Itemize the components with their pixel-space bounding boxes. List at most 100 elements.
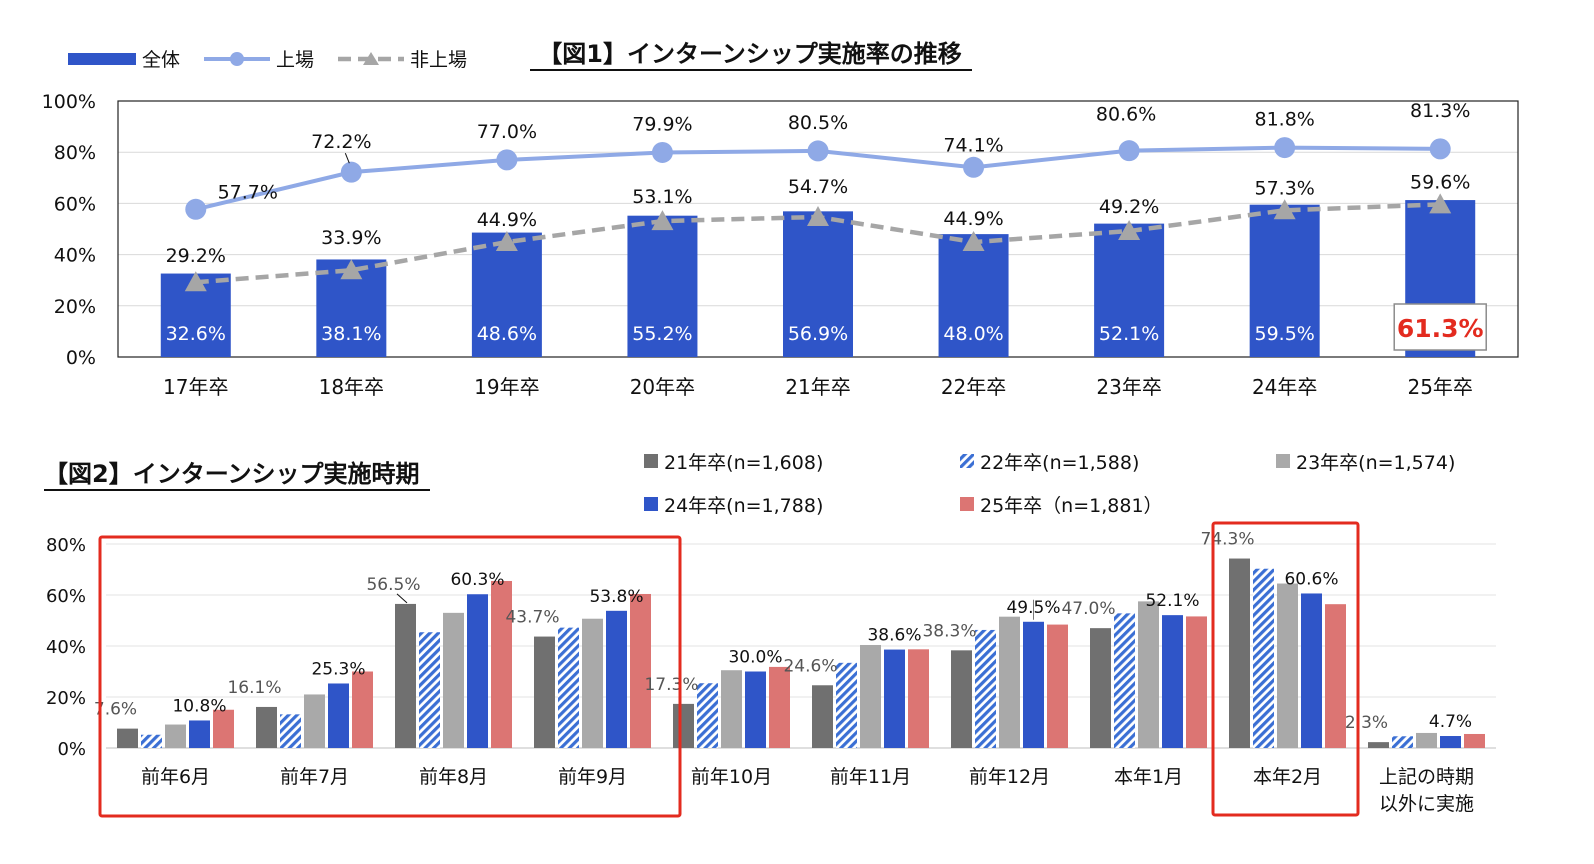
chart1-point-unlisted — [651, 210, 674, 231]
chart1-point-unlisted — [1118, 220, 1141, 241]
chart2-x-tick-label: 本年1月 — [1114, 766, 1183, 788]
chart2-bar — [328, 683, 349, 748]
chart1-y-tick-label: 20% — [54, 296, 96, 318]
chart1-x-tick-label: 20年卒 — [630, 375, 695, 399]
chart1-line-label-listed: 72.2% — [311, 131, 371, 153]
chart2-y-tick-label: 20% — [46, 688, 86, 709]
chart1-y-tick-label: 100% — [42, 91, 96, 113]
chart2-bar — [304, 694, 325, 748]
chart2-bar — [1416, 732, 1437, 748]
chart1-line-label-listed: 74.1% — [943, 134, 1003, 156]
chart1-x-tick-label: 17年卒 — [163, 375, 228, 399]
chart2-bar — [860, 644, 881, 748]
chart1-y-tick-label: 40% — [54, 245, 96, 267]
chart2-data-label: 60.6% — [1284, 569, 1338, 589]
chart1-point-unlisted — [962, 231, 985, 252]
chart1-legend-label: 非上場 — [410, 49, 467, 71]
chart1-legend: 全体 上場 非上場 — [68, 49, 467, 71]
chart2-bar — [419, 632, 440, 748]
chart2-bar — [534, 636, 555, 748]
chart2-bar — [1392, 736, 1413, 748]
chart2-bar — [1114, 613, 1135, 748]
chart1-line-label-unlisted: 44.9% — [943, 208, 1003, 230]
chart2-bar — [1186, 616, 1207, 748]
chart2-x-tick-label: 前年9月 — [558, 766, 627, 788]
chart2-bar — [256, 706, 277, 748]
chart2-x-tick-label: 前年7月 — [280, 766, 349, 788]
chart2-x-tick-label: 前年11月 — [830, 766, 911, 788]
chart2-bar — [812, 685, 833, 748]
chart2-legend-swatch — [960, 454, 974, 468]
chart2-data-label: 10.8% — [172, 696, 226, 716]
chart1-bar — [627, 215, 698, 357]
chart1-line-label-unlisted: 57.3% — [1254, 177, 1314, 199]
chart2-legend-label: 22年卒(n=1,588) — [980, 452, 1139, 474]
chart2-bar — [189, 720, 210, 748]
chart1-x-tick-label: 19年卒 — [474, 375, 539, 399]
chart1-legend-label: 上場 — [276, 49, 314, 71]
chart1-bar — [938, 234, 1009, 357]
chart2-legend-swatch — [960, 497, 974, 511]
chart2-y-tick-label: 80% — [46, 535, 86, 556]
chart1-highlight-box — [1393, 303, 1487, 351]
chart2-data-label: 38.3% — [922, 621, 976, 641]
chart1-bar-label: 55.2% — [632, 323, 692, 345]
chart1-legend-label: 全体 — [142, 49, 180, 71]
chart1-x-tick-label: 22年卒 — [941, 375, 1006, 399]
chart1-x-tick-label: 25年卒 — [1407, 375, 1472, 399]
chart1-point-listed — [963, 156, 985, 178]
chart2-data-label: 30.0% — [728, 648, 782, 668]
chart1-y-tick-label: 0% — [66, 347, 96, 369]
chart1-title: 【図1】インターンシップ実施率の推移 — [538, 40, 962, 68]
chart2-bar — [745, 671, 766, 748]
chart2-x-tick-label: 前年12月 — [969, 766, 1050, 788]
chart2-bar — [1464, 733, 1485, 748]
chart1-lines — [184, 137, 1452, 292]
chart2-bar — [721, 670, 742, 748]
chart1-bar-label: 56.9% — [788, 323, 848, 345]
chart2-bar — [908, 649, 929, 748]
chart2-data-label: 47.0% — [1061, 599, 1115, 619]
chart1-point-unlisted — [1429, 193, 1452, 214]
chart-implementation-timing: 【図2】インターンシップ実施時期 21年卒(n=1,608) 22年卒(n=1,5… — [44, 452, 1496, 818]
chart1-leader-line — [344, 152, 350, 164]
chart1-point-unlisted — [184, 271, 207, 292]
chart2-bar — [673, 703, 694, 748]
chart1-line-label-listed: 80.5% — [788, 112, 848, 134]
chart1-data-labels: 32.6% 38.1% 48.6% 55.2% 56.9% 48.0% 52.1% 59.5%… — [166, 100, 1487, 351]
chart1-point-unlisted — [1273, 199, 1296, 220]
chart2-data-label: 24.6% — [783, 656, 837, 676]
chart1-line-label-listed: 81.8% — [1254, 109, 1314, 131]
chart2-bar — [141, 734, 162, 748]
chart2-bar — [558, 627, 579, 748]
chart2-x-axis: 前年6月 前年7月 前年8月 前年9月 前年10月 前年11月 前年12月 本年1月 本年2月 上… — [141, 766, 1474, 815]
chart1-legend-marker-unlisted — [363, 52, 379, 65]
chart2-y-tick-label: 60% — [46, 586, 86, 607]
chart1-point-listed — [1274, 137, 1296, 159]
chart1-point-listed — [807, 140, 829, 162]
chart2-legend: 21年卒(n=1,608) 22年卒(n=1,588) 23年卒(n=1,574) 2… — [644, 452, 1455, 517]
chart1-bar-label: 52.1% — [1099, 323, 1159, 345]
chart1-y-tick-label: 80% — [54, 142, 96, 164]
chart1-line-label-unlisted: 29.2% — [166, 245, 226, 267]
chart2-bar — [582, 618, 603, 748]
chart1-point-listed — [651, 141, 673, 163]
chart2-legend-swatch — [644, 454, 658, 468]
chart2-bar — [1047, 624, 1068, 748]
chart-implementation-rate: 【図1】インターンシップ実施率の推移 全体 上場 非上場 0% 20% 40% 60% 80… — [42, 40, 1519, 399]
chart2-x-tick-label: 以外に実施 — [1379, 793, 1474, 815]
chart2-bar — [1162, 615, 1183, 748]
chart1-x-axis: 17年卒 18年卒 19年卒 20年卒 21年卒 22年卒 23年卒 24年卒 25年卒 — [163, 375, 1473, 399]
chart2-bar — [999, 616, 1020, 748]
chart2-legend-label: 24年卒(n=1,788) — [664, 495, 823, 517]
chart1-line-label-listed: 79.9% — [632, 113, 692, 135]
chart1-point-unlisted — [340, 259, 363, 280]
chart1-point-listed — [496, 149, 518, 171]
chart1-line-label-unlisted: 59.6% — [1410, 171, 1470, 193]
chart2-leader-line — [396, 593, 408, 604]
chart1-point-unlisted — [807, 205, 829, 226]
chart2-y-tick-label: 0% — [57, 739, 86, 760]
chart2-y-tick-label: 40% — [46, 637, 86, 658]
chart2-data-label: 74.3% — [1200, 530, 1254, 550]
